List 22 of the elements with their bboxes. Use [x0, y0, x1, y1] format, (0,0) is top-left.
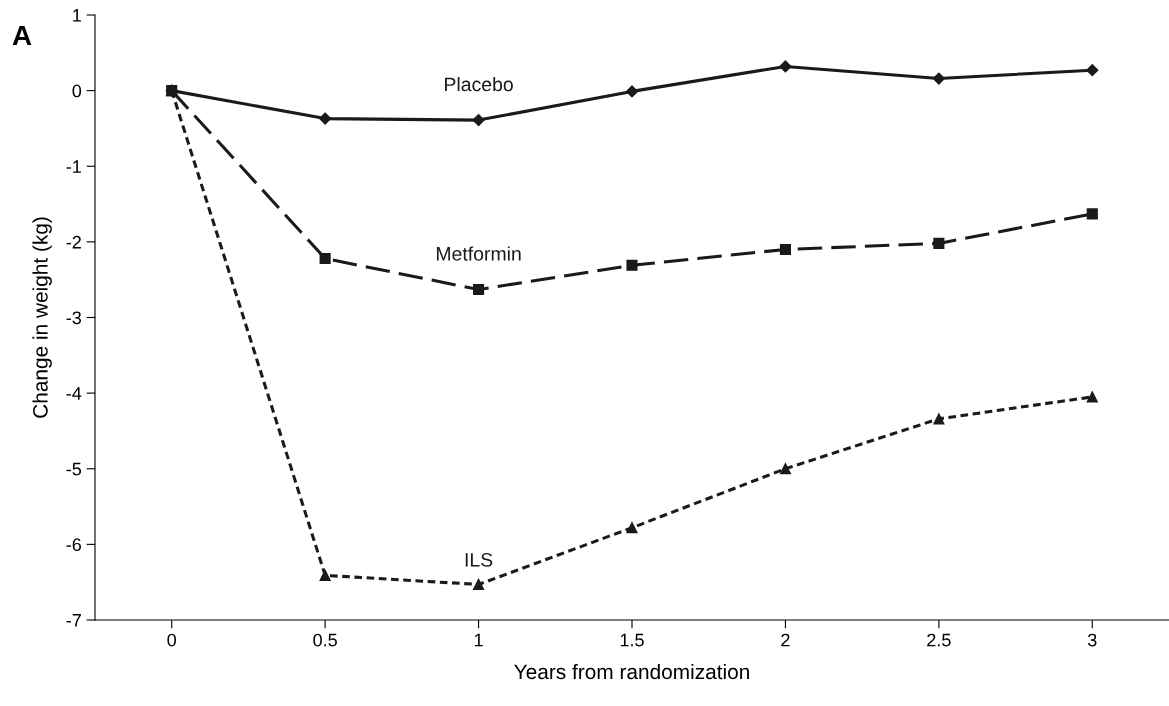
- y-tick-label: -5: [66, 462, 82, 476]
- y-tick-label: 1: [73, 9, 81, 22]
- y-tick-label: -1: [66, 160, 81, 173]
- x-tick-label: 3: [1087, 633, 1097, 647]
- y-tick-label: -3: [66, 311, 82, 325]
- text: A: [12, 25, 32, 45]
- x-tick-label: 2.5: [927, 633, 951, 647]
- x-axis-title: Years from randomization: [514, 663, 749, 680]
- series-label: Placebo: [445, 76, 513, 92]
- series-label: Metformin: [436, 246, 521, 261]
- series-label: ILS: [465, 552, 493, 567]
- y-tick-label: -6: [66, 538, 82, 552]
- x-tick-label: 1: [474, 633, 483, 647]
- y-tick-label: -7: [66, 614, 81, 627]
- y-tick-label: -2: [66, 235, 81, 249]
- x-tick-label: 2: [781, 633, 790, 647]
- x-tick-label: 0: [167, 633, 177, 647]
- x-tick-label: 1.5: [620, 633, 644, 647]
- y-tick-label: -4: [66, 387, 82, 400]
- x-tick-label: 0.5: [313, 633, 337, 647]
- y-tick-label: 0: [72, 84, 82, 98]
- y-axis-title: Change in weight (kg): [32, 217, 52, 418]
